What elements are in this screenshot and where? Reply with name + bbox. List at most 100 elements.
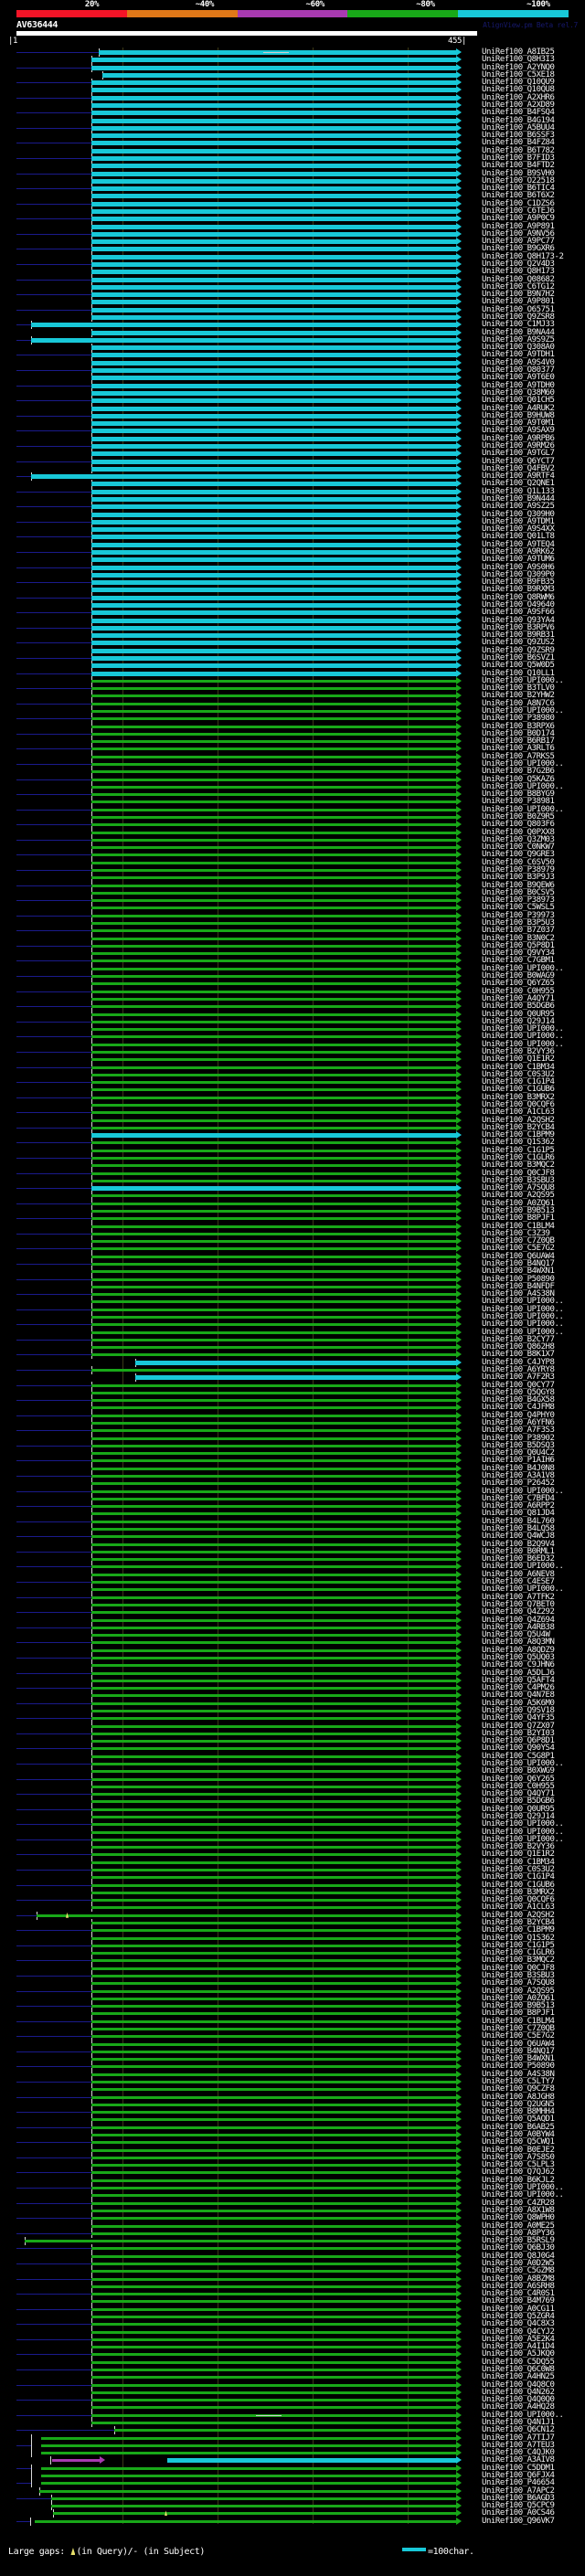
alignment-row[interactable]: UniRef100_B4NFDF — [0, 1282, 585, 1292]
hit-label[interactable]: UniRef100_C5XE18 — [482, 69, 555, 80]
hit-bar[interactable] — [91, 376, 456, 381]
hit-bar[interactable] — [91, 2187, 456, 2190]
hit-label[interactable]: UniRef100_B9N444 — [482, 493, 555, 504]
alignment-row[interactable]: UniRef100_B2YI03 — [0, 1729, 585, 1739]
alignment-row[interactable]: UniRef100_P38979 — [0, 865, 585, 875]
hit-label[interactable]: UniRef100_Q6P8D1 — [482, 1736, 555, 1746]
hit-label[interactable]: UniRef100_A0BYW4 — [482, 2130, 555, 2140]
hit-label[interactable]: UniRef100_UPI000.. — [482, 804, 564, 814]
alignment-row[interactable]: UniRef100_P1AIH6 — [0, 1456, 585, 1466]
alignment-row[interactable]: UniRef100_B9SVH0 — [0, 169, 585, 179]
alignment-row[interactable]: UniRef100_A9S4XX — [0, 525, 585, 535]
hit-bar[interactable] — [91, 595, 456, 600]
hit-label[interactable]: UniRef100_C5WSL5 — [482, 903, 555, 913]
alignment-row[interactable]: UniRef100_A4S38N — [0, 1289, 585, 1299]
hit-label[interactable]: UniRef100_A9P891 — [482, 221, 555, 231]
hit-label[interactable]: UniRef100_Q08682 — [482, 274, 555, 284]
hit-label[interactable]: UniRef100_A5BUU4 — [482, 122, 555, 133]
hit-label[interactable]: UniRef100_UPI000.. — [482, 1297, 564, 1307]
hit-label[interactable]: UniRef100_B6KJL2 — [482, 2175, 555, 2185]
hit-label[interactable]: UniRef100_UPI000.. — [482, 1819, 564, 1829]
alignment-row[interactable]: UniRef100_A5E2K4 — [0, 2335, 585, 2345]
hit-bar[interactable] — [91, 148, 456, 154]
hit-label[interactable]: UniRef100_B9SVH0 — [482, 168, 555, 178]
alignment-row[interactable]: UniRef100_A5DLJ6 — [0, 1669, 585, 1679]
alignment-row[interactable]: UniRef100_A4S38N — [0, 2070, 585, 2080]
hit-bar[interactable] — [91, 2360, 456, 2364]
hit-label[interactable]: UniRef100_Q9CZF8 — [482, 2084, 555, 2094]
alignment-row[interactable]: UniRef100_B9N444 — [0, 494, 585, 504]
hit-label[interactable]: UniRef100_A9PC77 — [482, 237, 555, 247]
hit-label[interactable]: UniRef100_B5DGB6 — [482, 1002, 555, 1012]
hit-bar[interactable] — [91, 1648, 456, 1652]
hit-label[interactable]: UniRef100_Q1E1R2 — [482, 1850, 555, 1860]
hit-label[interactable]: UniRef100_B0Z9R5 — [482, 812, 555, 822]
alignment-row[interactable]: UniRef100_P26452 — [0, 1479, 585, 1489]
alignment-row[interactable]: UniRef100_C9JHN6 — [0, 1660, 585, 1670]
alignment-row[interactable]: UniRef100_A7APC2 — [0, 2486, 585, 2496]
hit-label[interactable]: UniRef100_UPI000.. — [482, 1486, 564, 1496]
hit-label[interactable]: UniRef100_Q8H3I3 — [482, 55, 555, 65]
hit-bar[interactable] — [91, 838, 456, 842]
hit-bar[interactable] — [91, 542, 456, 547]
alignment-row[interactable]: UniRef100_B9B513 — [0, 1206, 585, 1216]
alignment-row[interactable]: UniRef100_UPI000.. — [0, 1585, 585, 1595]
alignment-row[interactable]: UniRef100_C4QJK0 — [0, 2448, 585, 2458]
hit-bar[interactable] — [91, 1035, 456, 1039]
hit-bar[interactable] — [91, 224, 456, 229]
hit-label[interactable]: UniRef100_B6SVZ1 — [482, 652, 555, 663]
alignment-row[interactable]: UniRef100_A0ZQ61 — [0, 1994, 585, 2004]
hit-label[interactable]: UniRef100_Q9ZSR9 — [482, 645, 555, 655]
alignment-row[interactable]: UniRef100_C4JYP8 — [0, 1358, 585, 1368]
hit-bar[interactable] — [91, 1701, 456, 1705]
alignment-row[interactable]: UniRef100_C5DQ55 — [0, 2358, 585, 2368]
hit-bar[interactable] — [91, 1634, 456, 1638]
hit-bar[interactable] — [91, 2125, 456, 2129]
hit-bar[interactable] — [41, 2482, 456, 2486]
hit-bar[interactable] — [91, 1679, 456, 1682]
alignment-row[interactable]: UniRef100_UPI000.. — [0, 1828, 585, 1838]
hit-bar[interactable] — [91, 2088, 456, 2092]
alignment-row[interactable]: UniRef100_UPI000.. — [0, 676, 585, 686]
alignment-row[interactable]: UniRef100_UPI000.. — [0, 964, 585, 974]
hit-label[interactable]: UniRef100_Q0CJF8 — [482, 1168, 555, 1178]
alignment-row[interactable]: UniRef100_UPI000.. — [0, 1487, 585, 1497]
hit-bar[interactable] — [91, 1815, 456, 1818]
hit-label[interactable]: UniRef100_B0WAG9 — [482, 971, 555, 981]
hit-label[interactable]: UniRef100_B4J0N8 — [482, 1463, 555, 1473]
hit-label[interactable]: UniRef100_C1GLR6 — [482, 1948, 555, 1958]
alignment-row[interactable]: UniRef100_C7Z0QB — [0, 1236, 585, 1246]
hit-label[interactable]: UniRef100_C1BM34 — [482, 1857, 555, 1867]
hit-label[interactable]: UniRef100_A7SQU8 — [482, 1183, 555, 1193]
hit-bar[interactable] — [31, 474, 456, 480]
hit-bar[interactable] — [91, 1285, 456, 1288]
hit-label[interactable]: UniRef100_B3MRX2 — [482, 1092, 555, 1102]
alignment-row[interactable]: UniRef100_UPI000.. — [0, 1328, 585, 1338]
hit-bar[interactable] — [91, 1164, 456, 1168]
hit-bar[interactable] — [91, 292, 456, 298]
hit-bar[interactable] — [91, 1565, 456, 1569]
hit-label[interactable]: UniRef100_B4LQ58 — [482, 1524, 555, 1534]
hit-bar[interactable] — [91, 1687, 456, 1691]
hit-label[interactable]: UniRef100_UPI000.. — [482, 1327, 564, 1337]
hit-bar[interactable] — [25, 2240, 456, 2243]
hit-label[interactable]: UniRef100_UPI000.. — [482, 1827, 564, 1837]
hit-label[interactable]: UniRef100_B9B513 — [482, 2001, 555, 2011]
hit-label[interactable]: UniRef100_UPI000.. — [482, 781, 564, 791]
hit-bar[interactable] — [91, 1899, 456, 1903]
hit-label[interactable]: UniRef100_Q2QNE1 — [482, 479, 555, 489]
hit-label[interactable]: UniRef100_B3P9J3 — [482, 873, 555, 883]
hit-bar[interactable] — [91, 2421, 456, 2424]
hit-bar[interactable] — [91, 922, 456, 926]
hit-bar[interactable] — [91, 2224, 456, 2228]
hit-bar[interactable] — [91, 1346, 456, 1350]
hit-bar[interactable] — [91, 846, 456, 850]
alignment-row[interactable]: UniRef100_A6SRH8 — [0, 2282, 585, 2292]
hit-bar[interactable] — [91, 1240, 456, 1244]
hit-bar[interactable] — [91, 1860, 456, 1864]
hit-bar[interactable] — [91, 1391, 456, 1394]
hit-label[interactable]: UniRef100_A6YRY8 — [482, 1365, 555, 1375]
alignment-row[interactable]: UniRef100_B5RSL9 — [0, 2236, 585, 2246]
hit-bar[interactable] — [91, 975, 456, 979]
alignment-row[interactable]: UniRef100_Q2UGN5 — [0, 2100, 585, 2110]
